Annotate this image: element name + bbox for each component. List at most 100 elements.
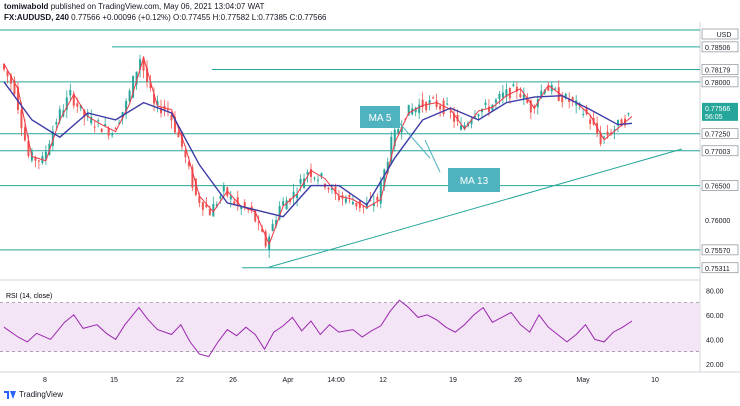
ma5-callout	[360, 106, 400, 128]
candle-body	[236, 197, 239, 205]
candle-body	[198, 196, 201, 204]
candle-body	[317, 179, 319, 181]
candle-body	[107, 128, 110, 136]
candle-body	[156, 100, 159, 106]
candle-body	[470, 119, 473, 125]
candle-body	[149, 82, 152, 89]
candle-body	[404, 118, 407, 120]
candle-body	[582, 113, 585, 115]
y-tick-label: 0.78179	[705, 67, 730, 74]
candle-body	[23, 127, 26, 141]
candle-body	[187, 161, 190, 167]
candle-body	[310, 169, 313, 177]
symbol-label: FX:AUDUSD, 240	[4, 13, 69, 22]
candle-body	[474, 115, 476, 118]
y-tick-label: 0.76500	[705, 184, 730, 191]
candle-body	[275, 220, 278, 226]
candle-body	[292, 191, 295, 198]
candle-body	[428, 100, 431, 104]
candle-body	[327, 187, 330, 190]
candle-body	[111, 133, 114, 136]
candle-body	[261, 228, 264, 232]
currency-label: USD	[717, 32, 732, 39]
candle-body	[170, 115, 173, 121]
candle-body	[477, 114, 480, 117]
price-level-tag	[701, 262, 739, 274]
callout-pointer	[424, 139, 441, 173]
candle-body	[180, 131, 183, 147]
y-tick-label: 0.75311	[705, 266, 730, 273]
candle-body	[219, 196, 222, 199]
candle-body	[561, 96, 564, 103]
candle-body	[480, 109, 483, 113]
candle-body	[313, 177, 316, 179]
candle-body	[355, 202, 358, 207]
candle-body	[83, 109, 86, 118]
candle-body	[522, 94, 525, 99]
x-tick-label: 19	[449, 377, 457, 384]
candle-body	[264, 231, 267, 247]
candle-body	[44, 151, 47, 160]
candle-body	[425, 102, 428, 111]
candle-body	[351, 202, 354, 205]
candle-body	[547, 86, 550, 91]
candle-body	[125, 101, 128, 112]
candle-body	[278, 206, 281, 220]
candle-body	[564, 93, 567, 99]
candle-body	[529, 100, 532, 113]
ma13-callout-label: MA 13	[460, 176, 489, 187]
candle-body	[446, 103, 449, 105]
header-line-2: FX:AUDUSD, 240 0.77566 +0.00096 (+0.12%)…	[4, 13, 327, 22]
rsi-title: RSI (14, close)	[6, 293, 52, 300]
x-tick-label: 15	[110, 377, 118, 384]
price-level-tag	[701, 76, 739, 88]
price-level-tag	[701, 41, 739, 53]
candle-body	[460, 125, 463, 130]
candle-body	[362, 206, 365, 208]
candle-body	[250, 206, 253, 209]
price-level-tag	[701, 145, 739, 157]
candle-body	[184, 150, 187, 158]
candle-body	[233, 201, 236, 205]
candle-body	[334, 186, 337, 194]
rsi-band	[0, 302, 700, 352]
price-level-tag	[701, 180, 739, 191]
candle-body	[55, 122, 58, 125]
candle-body	[177, 131, 180, 138]
candle-body	[435, 100, 438, 107]
candle-body	[79, 105, 82, 109]
candle-body	[390, 136, 393, 164]
candle-body	[421, 99, 424, 108]
candle-body	[418, 104, 421, 114]
candle-body	[205, 204, 208, 208]
x-tick-label: 10	[651, 377, 659, 384]
candle-body	[519, 93, 522, 98]
x-tick-label: May	[576, 377, 590, 384]
candle-body	[153, 93, 156, 104]
candle-body	[215, 204, 218, 207]
y-tick-label: 0.77250	[705, 132, 730, 139]
price-level-tag	[701, 128, 739, 140]
candle-body	[76, 103, 79, 107]
rsi-tick-label: 60.00	[706, 313, 724, 320]
candle-body	[610, 132, 613, 135]
candle-body	[191, 167, 194, 188]
candle-body	[285, 200, 288, 210]
candle-body	[222, 185, 225, 192]
candle-body	[613, 129, 616, 132]
tradingview-icon	[4, 390, 16, 399]
rsi-line	[3, 299, 633, 358]
x-tick-label: 22	[176, 377, 184, 384]
candle-body	[97, 120, 100, 122]
candle-body	[282, 201, 285, 206]
candle-body	[557, 87, 560, 101]
candle-body	[484, 102, 487, 105]
candle-body	[554, 88, 557, 90]
candle-body	[65, 97, 68, 110]
candle-body	[146, 67, 149, 82]
candle-body	[344, 198, 347, 203]
header-line-1: tomiwabold published on TradingView.com,…	[4, 2, 264, 11]
candle-body	[194, 178, 197, 196]
